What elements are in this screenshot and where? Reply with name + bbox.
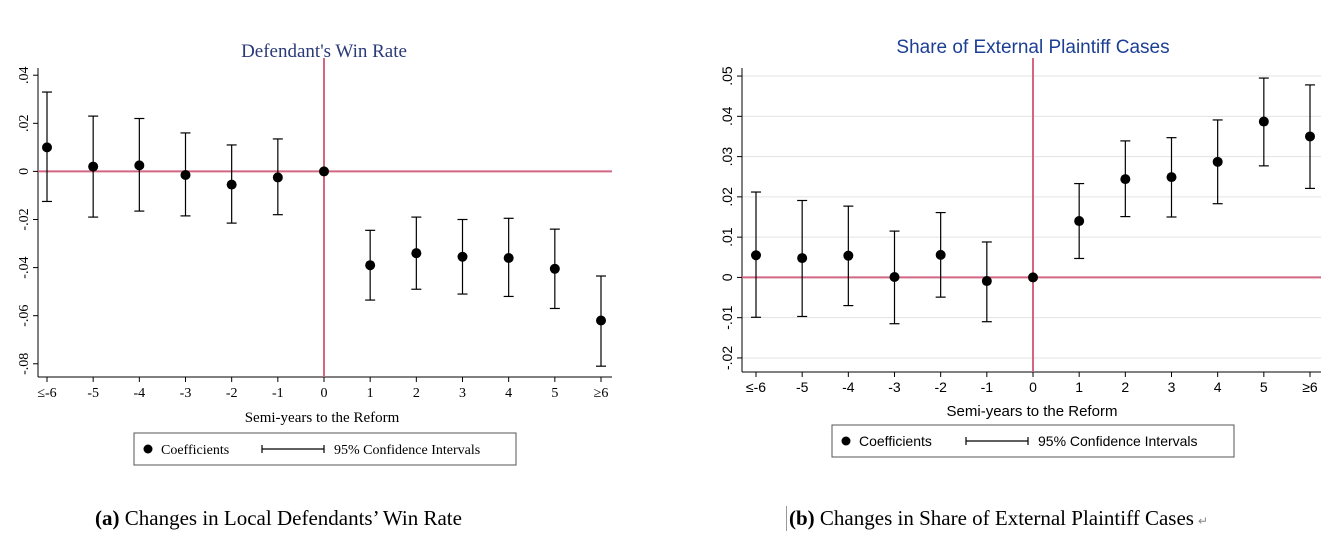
coefficient-point <box>365 260 376 271</box>
coefficient-point <box>935 249 946 260</box>
caption-b: (b) Changes in Share of External Plainti… <box>786 506 1208 531</box>
x-tick-label: -3 <box>888 379 901 395</box>
coefficient-point <box>319 166 329 177</box>
caption-a-text: Changes in Local Defendants’ Win Rate <box>124 506 462 530</box>
coefficient-point <box>1074 216 1085 227</box>
chart-b: .05 .04 .03 .02 .01 0 -.01 -.02 ≤-6 -5 -4 -3 -2 -1 0 1 2… <box>719 37 1321 458</box>
coefficient-point <box>596 315 606 326</box>
legend-coefficient-marker <box>143 444 153 454</box>
coefficient-point <box>549 263 560 274</box>
legend: Coefficients 95% Confidence Intervals <box>133 432 517 466</box>
x-tick-label: 5 <box>1260 379 1268 395</box>
y-tick-label: -.04 <box>17 257 32 279</box>
legend: Coefficients 95% Confidence Intervals <box>831 424 1235 458</box>
legend-coefficient-label: Coefficients <box>161 443 229 458</box>
x-tick-label: ≥6 <box>1302 379 1318 395</box>
y-tick-label: -.02 <box>17 208 32 230</box>
coefficient-point <box>42 142 52 153</box>
coefficient-point <box>88 161 99 172</box>
caption-a-label: (a) <box>95 506 120 530</box>
legend-coefficient-label: Coefficients <box>859 433 932 449</box>
x-tick-label: -1 <box>272 386 284 401</box>
paragraph-mark: ↵ <box>1197 514 1209 528</box>
coefficient-point <box>797 253 808 264</box>
y-tick-label: -.08 <box>17 353 32 375</box>
x-tick-label: -1 <box>981 379 994 395</box>
coefficient-point <box>226 179 237 190</box>
coefficient-point <box>889 272 900 283</box>
x-tick-label: ≤-6 <box>746 379 766 395</box>
y-tick-label: .04 <box>17 66 32 84</box>
y-tick-label: 0 <box>17 168 32 175</box>
legend-coefficient-marker <box>841 436 851 446</box>
x-tick-label: 2 <box>1121 379 1129 395</box>
legend-box <box>831 424 1235 458</box>
chart-panel-a: .04 .02 0 -.02 -.04 -.06 -.08 ≤-6 -5 -4 -3 -2 -1 0 1 2 3… <box>0 0 640 490</box>
y-tick-label: 0 <box>719 273 735 281</box>
coefficient-point <box>1212 156 1223 167</box>
coefficient-point <box>411 248 422 259</box>
y-tick-label: .03 <box>719 147 735 167</box>
x-tick-label: 4 <box>1214 379 1222 395</box>
x-tick-label: 0 <box>321 386 328 401</box>
plot-area <box>742 68 1321 366</box>
coefficient-point <box>1028 272 1038 283</box>
y-tick-label: .02 <box>17 115 32 133</box>
coefficient-point <box>1258 116 1269 127</box>
x-tick-label: ≥6 <box>594 386 609 401</box>
coefficient-point <box>751 250 761 261</box>
x-tick-label: 3 <box>1168 379 1176 395</box>
x-axis-title: Semi-years to the Reform <box>245 410 400 426</box>
x-tick-label: 5 <box>551 386 558 401</box>
coefficient-point <box>180 170 191 181</box>
y-tick-label: .01 <box>719 227 735 247</box>
coefficient-point <box>1120 174 1131 185</box>
y-tick-label: -.02 <box>719 346 735 370</box>
chart-panel-b: .05 .04 .03 .02 .01 0 -.01 -.02 ≤-6 -5 -4 -3 -2 -1 0 1 2… <box>690 0 1341 490</box>
chart-a: .04 .02 0 -.02 -.04 -.06 -.08 ≤-6 -5 -4 -3 -2 -1 0 1 2 3… <box>17 41 612 466</box>
coefficient-point <box>1305 131 1315 142</box>
chart-title: Share of External Plaintiff Cases <box>896 37 1169 58</box>
x-tick-label: -2 <box>226 386 238 401</box>
x-tick-label: 2 <box>413 386 420 401</box>
y-tick-label: .05 <box>719 66 735 86</box>
y-tick-label: -.06 <box>17 305 32 327</box>
coefficient-point <box>503 252 514 263</box>
x-tick-label: -2 <box>934 379 947 395</box>
y-tick-label: -.01 <box>719 305 735 329</box>
x-tick-label: 4 <box>505 386 512 401</box>
x-tick-label: -5 <box>796 379 809 395</box>
x-tick-label: 0 <box>1029 379 1037 395</box>
x-tick-label: 1 <box>1075 379 1083 395</box>
coefficient-point <box>134 160 145 171</box>
chart-title: Defendant's Win Rate <box>241 41 407 62</box>
x-tick-label: -4 <box>133 386 145 401</box>
coefficient-point <box>457 251 468 262</box>
legend-ci-label: 95% Confidence Intervals <box>1038 433 1198 449</box>
x-tick-label: -4 <box>842 379 855 395</box>
y-tick-label: .02 <box>719 187 735 207</box>
caption-b-label: (b) <box>789 506 815 530</box>
caption-b-text: Changes in Share of External Plaintiff C… <box>819 506 1194 530</box>
caption-a: (a) Changes in Local Defendants’ Win Rat… <box>95 506 462 531</box>
x-tick-label: -3 <box>180 386 192 401</box>
coefficient-point <box>981 276 992 287</box>
coefficient-point <box>843 250 854 261</box>
y-tick-label: .04 <box>719 106 735 126</box>
coefficient-point <box>272 172 283 183</box>
x-tick-label: -5 <box>87 386 99 401</box>
x-tick-label: 3 <box>459 386 466 401</box>
x-axis-title: Semi-years to the Reform <box>947 403 1118 420</box>
x-tick-label: 1 <box>367 386 374 401</box>
legend-ci-label: 95% Confidence Intervals <box>334 443 480 458</box>
legend-box <box>133 432 517 466</box>
coefficient-point <box>1166 172 1177 183</box>
x-tick-label: ≤-6 <box>37 386 56 401</box>
